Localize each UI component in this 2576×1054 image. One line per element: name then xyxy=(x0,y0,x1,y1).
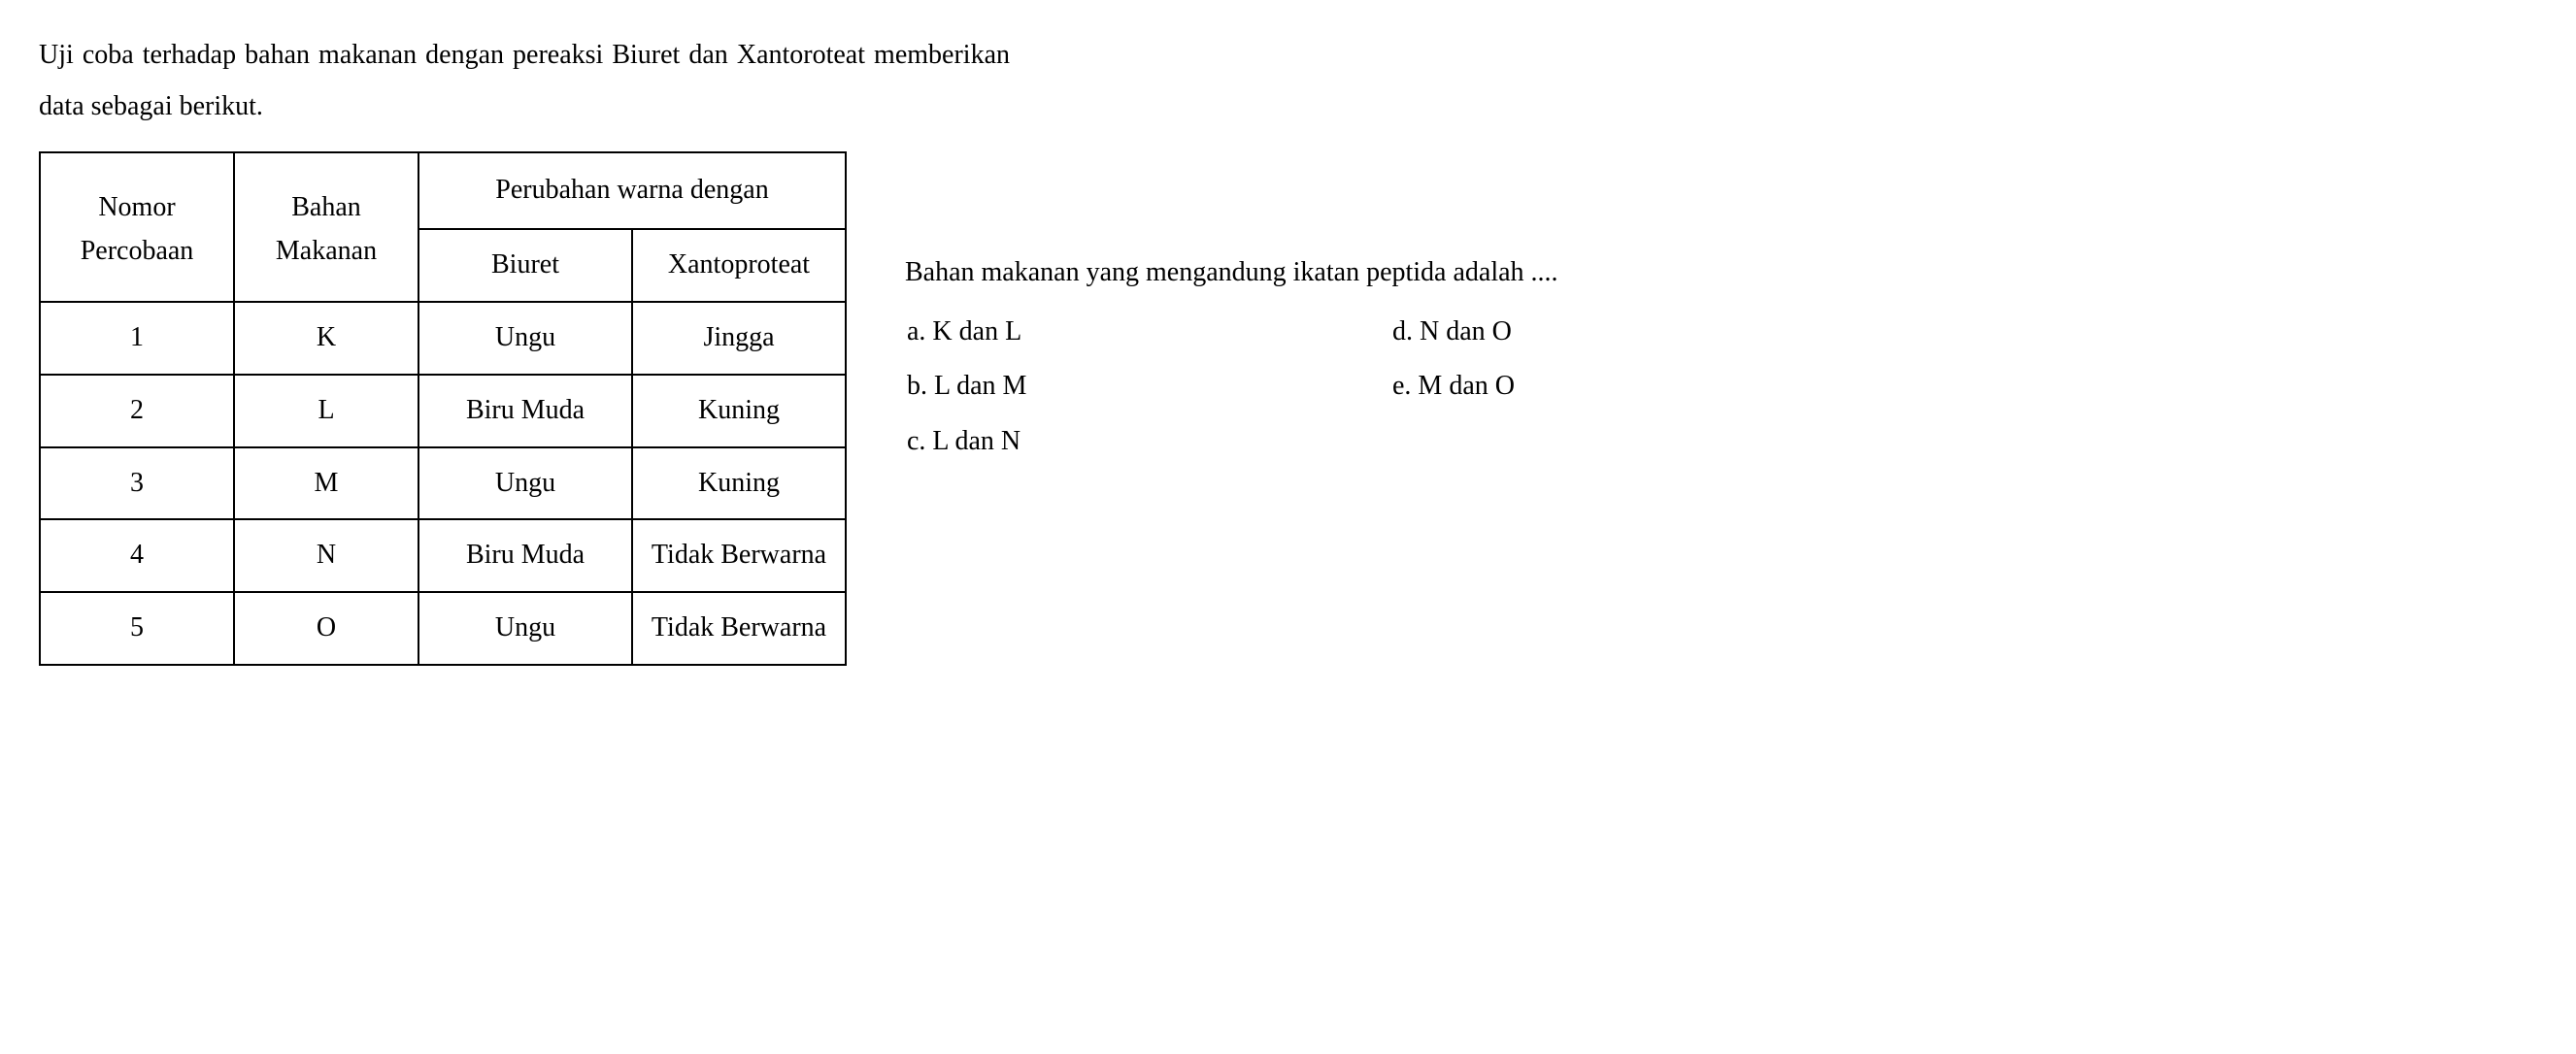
option-e: e. M dan O xyxy=(1390,362,1585,411)
cell-xanto: Kuning xyxy=(632,447,846,520)
cell-bahan: N xyxy=(234,519,418,592)
cell-bahan: O xyxy=(234,592,418,665)
options-grid: a. K dan L d. N dan O b. L dan M e. M da… xyxy=(905,308,1585,466)
cell-bahan: K xyxy=(234,302,418,375)
cell-xanto: Kuning xyxy=(632,375,846,447)
cell-xanto: Tidak Berwarna xyxy=(632,592,846,665)
table-row: 2 L Biru Muda Kuning xyxy=(40,375,846,447)
option-b: b. L dan M xyxy=(905,362,1390,411)
header-perubahan: Perubahan warna dengan xyxy=(418,152,846,229)
data-table: Nomor Percobaan Bahan Makanan Perubahan … xyxy=(39,151,847,666)
cell-xanto: Jingga xyxy=(632,302,846,375)
header-bahan: Bahan Makanan xyxy=(234,152,418,302)
option-d: d. N dan O xyxy=(1390,308,1585,356)
table-header-row-1: Nomor Percobaan Bahan Makanan Perubahan … xyxy=(40,152,846,229)
cell-nomor: 1 xyxy=(40,302,234,375)
cell-biuret: Ungu xyxy=(418,302,632,375)
cell-nomor: 2 xyxy=(40,375,234,447)
option-c: c. L dan N xyxy=(905,417,1390,466)
table-row: 1 K Ungu Jingga xyxy=(40,302,846,375)
cell-nomor: 4 xyxy=(40,519,234,592)
table-head: Nomor Percobaan Bahan Makanan Perubahan … xyxy=(40,152,846,302)
cell-xanto: Tidak Berwarna xyxy=(632,519,846,592)
intro-paragraph: Uji coba terhadap bahan makanan dengan p… xyxy=(39,29,1010,132)
table-row: 3 M Ungu Kuning xyxy=(40,447,846,520)
cell-biuret: Ungu xyxy=(418,592,632,665)
main-row: Nomor Percobaan Bahan Makanan Perubahan … xyxy=(39,151,2537,666)
option-blank xyxy=(1390,417,1585,466)
cell-biuret: Ungu xyxy=(418,447,632,520)
cell-biuret: Biru Muda xyxy=(418,519,632,592)
table-row: 5 O Ungu Tidak Berwarna xyxy=(40,592,846,665)
cell-nomor: 5 xyxy=(40,592,234,665)
question-text: Bahan makanan yang mengandung ikatan pep… xyxy=(905,248,1585,297)
cell-biuret: Biru Muda xyxy=(418,375,632,447)
option-a: a. K dan L xyxy=(905,308,1390,356)
page-content: Uji coba terhadap bahan makanan dengan p… xyxy=(39,29,2537,666)
question-block: Bahan makanan yang mengandung ikatan pep… xyxy=(905,151,1585,466)
table-body: 1 K Ungu Jingga 2 L Biru Muda Kuning 3 M… xyxy=(40,302,846,665)
table-row: 4 N Biru Muda Tidak Berwarna xyxy=(40,519,846,592)
cell-bahan: M xyxy=(234,447,418,520)
cell-nomor: 3 xyxy=(40,447,234,520)
header-nomor: Nomor Percobaan xyxy=(40,152,234,302)
cell-bahan: L xyxy=(234,375,418,447)
header-biuret: Biuret xyxy=(418,229,632,302)
header-xanto: Xantoproteat xyxy=(632,229,846,302)
